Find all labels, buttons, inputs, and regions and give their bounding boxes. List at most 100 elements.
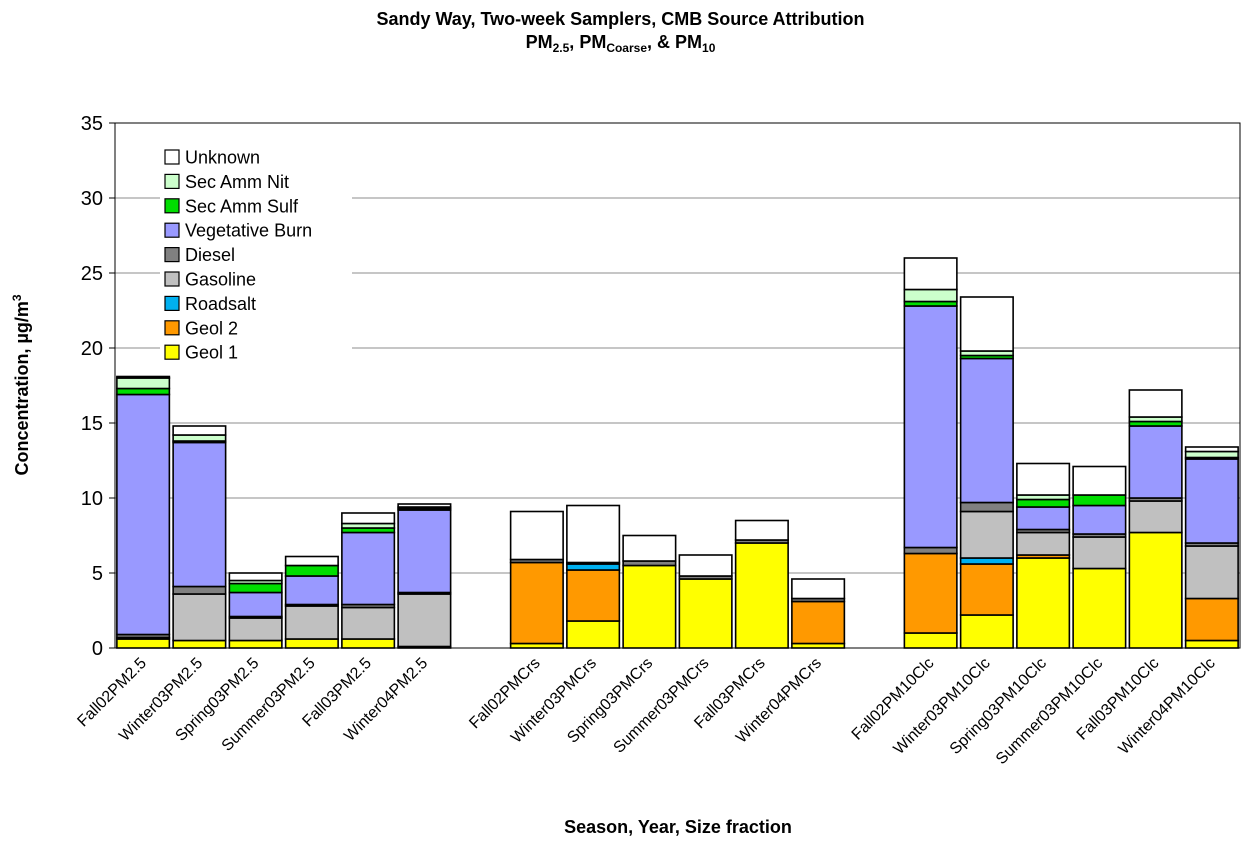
y-tick-label: 0 — [92, 638, 103, 660]
bar-stack — [734, 519, 789, 649]
bar-segment — [228, 617, 283, 642]
bar-segment — [1016, 531, 1071, 556]
y-tick-label: 5 — [92, 563, 103, 585]
y-tick-label: 10 — [81, 488, 103, 510]
bar-segment — [509, 510, 564, 561]
bar-segment — [903, 546, 958, 555]
bar-segment — [284, 555, 339, 567]
legend-label: Sec Amm Nit — [185, 172, 289, 192]
x-tick-label: Winter04PM10Clc — [1116, 655, 1219, 758]
legend-label: Unknown — [185, 148, 260, 168]
bar-segment — [509, 561, 564, 645]
bar-segment — [284, 564, 339, 577]
bar-segment — [959, 501, 1014, 513]
bar-segment — [734, 519, 789, 541]
legend-label: Sec Amm Sulf — [185, 196, 299, 216]
bar-segment — [116, 377, 171, 390]
subtitle-pm25-sub: 2.5 — [552, 41, 570, 55]
bar-segment — [678, 578, 733, 649]
x-tick-label: Summer03PM10Clc — [993, 655, 1106, 768]
bar-segment — [903, 257, 958, 291]
bar-segment — [1184, 639, 1239, 649]
y-tick-label: 15 — [81, 413, 103, 435]
bar-segment — [1016, 557, 1071, 649]
bar-segment — [734, 542, 789, 649]
bar-segment — [1016, 498, 1071, 508]
subtitle-pm10: PM — [675, 32, 703, 52]
legend-label: Diesel — [185, 245, 235, 265]
chart-title-block: Sandy Way, Two-week Samplers, CMB Source… — [0, 8, 1241, 60]
bar-stack — [284, 555, 339, 649]
y-tick-label: 30 — [81, 188, 103, 210]
bar-segment — [228, 639, 283, 649]
bar-segment — [622, 564, 677, 649]
bar-segment — [1072, 567, 1127, 649]
bar-segment — [228, 572, 283, 582]
bar-segment — [903, 552, 958, 634]
y-tick-label: 20 — [81, 338, 103, 360]
legend-swatch — [164, 344, 180, 360]
subtitle-sep-1: , — [569, 32, 580, 52]
x-tick-label: Summer03PM2.5 — [219, 655, 319, 755]
bar-stack — [341, 512, 396, 649]
bar-segment — [341, 606, 396, 640]
legend-swatch — [164, 247, 180, 263]
bar-segment — [397, 593, 452, 648]
legend-swatch — [164, 222, 180, 238]
legend-label: Gasoline — [185, 270, 256, 290]
bar-segment — [116, 393, 171, 636]
x-axis-label: Season, Year, Size fraction — [564, 817, 792, 837]
bar-segment — [1128, 531, 1183, 649]
y-tick-label: 25 — [81, 263, 103, 285]
bar-segment — [903, 288, 958, 303]
bar-segment — [1016, 462, 1071, 496]
subtitle-pm25: PM — [525, 32, 553, 52]
bar-stack — [228, 572, 283, 649]
bar-segment — [116, 375, 171, 379]
bar-segment — [172, 441, 227, 588]
chart-title: Sandy Way, Two-week Samplers, CMB Source… — [376, 9, 865, 29]
subtitle-coarse-sub: Coarse — [606, 41, 647, 55]
bar-segment — [959, 510, 1014, 559]
legend: Unknown Sec Amm Nit Sec Amm Sulf Vegetative… — [160, 143, 352, 368]
bar-stack — [1016, 462, 1071, 649]
subtitle-pm10-sub: 10 — [702, 41, 716, 55]
bar-segment — [1072, 536, 1127, 570]
subtitle-coarse: PM — [579, 32, 607, 52]
y-axis-label-text: Concentration, µg/m — [12, 301, 32, 475]
y-axis-label: Concentration, µg/m3 — [10, 294, 32, 475]
bar-segment — [903, 632, 958, 649]
bar-segment — [1072, 494, 1127, 507]
bar-stack — [678, 554, 733, 649]
x-tick-label: Spring03PM10Clc — [947, 655, 1050, 758]
bar-segment — [1128, 389, 1183, 418]
bar-segment — [791, 578, 846, 600]
bar-segment — [228, 582, 283, 594]
bar-segment — [1016, 506, 1071, 531]
bar-stack — [172, 425, 227, 649]
bar-segment — [566, 563, 621, 571]
bar-segment — [284, 605, 339, 640]
legend-box — [160, 143, 352, 368]
bar-segment — [1184, 446, 1239, 453]
bar-segment — [566, 569, 621, 622]
bar-segment — [1184, 458, 1239, 544]
legend-swatch — [164, 198, 180, 214]
y-axis-label-superscript: 3 — [10, 294, 24, 301]
bar-stack — [116, 375, 171, 649]
bar-segment — [959, 357, 1014, 504]
bar-segment — [284, 638, 339, 649]
x-tick-label: Summer03PMCrs — [611, 655, 713, 757]
x-axis: Fall02PM2.5Winter03PM2.5Spring03PM2.5Sum… — [74, 655, 1218, 768]
legend-swatch — [164, 271, 180, 287]
bar-segment — [116, 638, 171, 649]
bar-stack — [397, 503, 452, 649]
bar-segment — [172, 639, 227, 649]
bar-segment — [959, 296, 1014, 352]
bar-segment — [1184, 597, 1239, 642]
bar-segment — [228, 591, 283, 618]
bar-segment — [397, 503, 452, 508]
bar-segment — [1184, 545, 1239, 600]
bar-segment — [566, 504, 621, 564]
legend-label: Geol 2 — [185, 318, 238, 338]
